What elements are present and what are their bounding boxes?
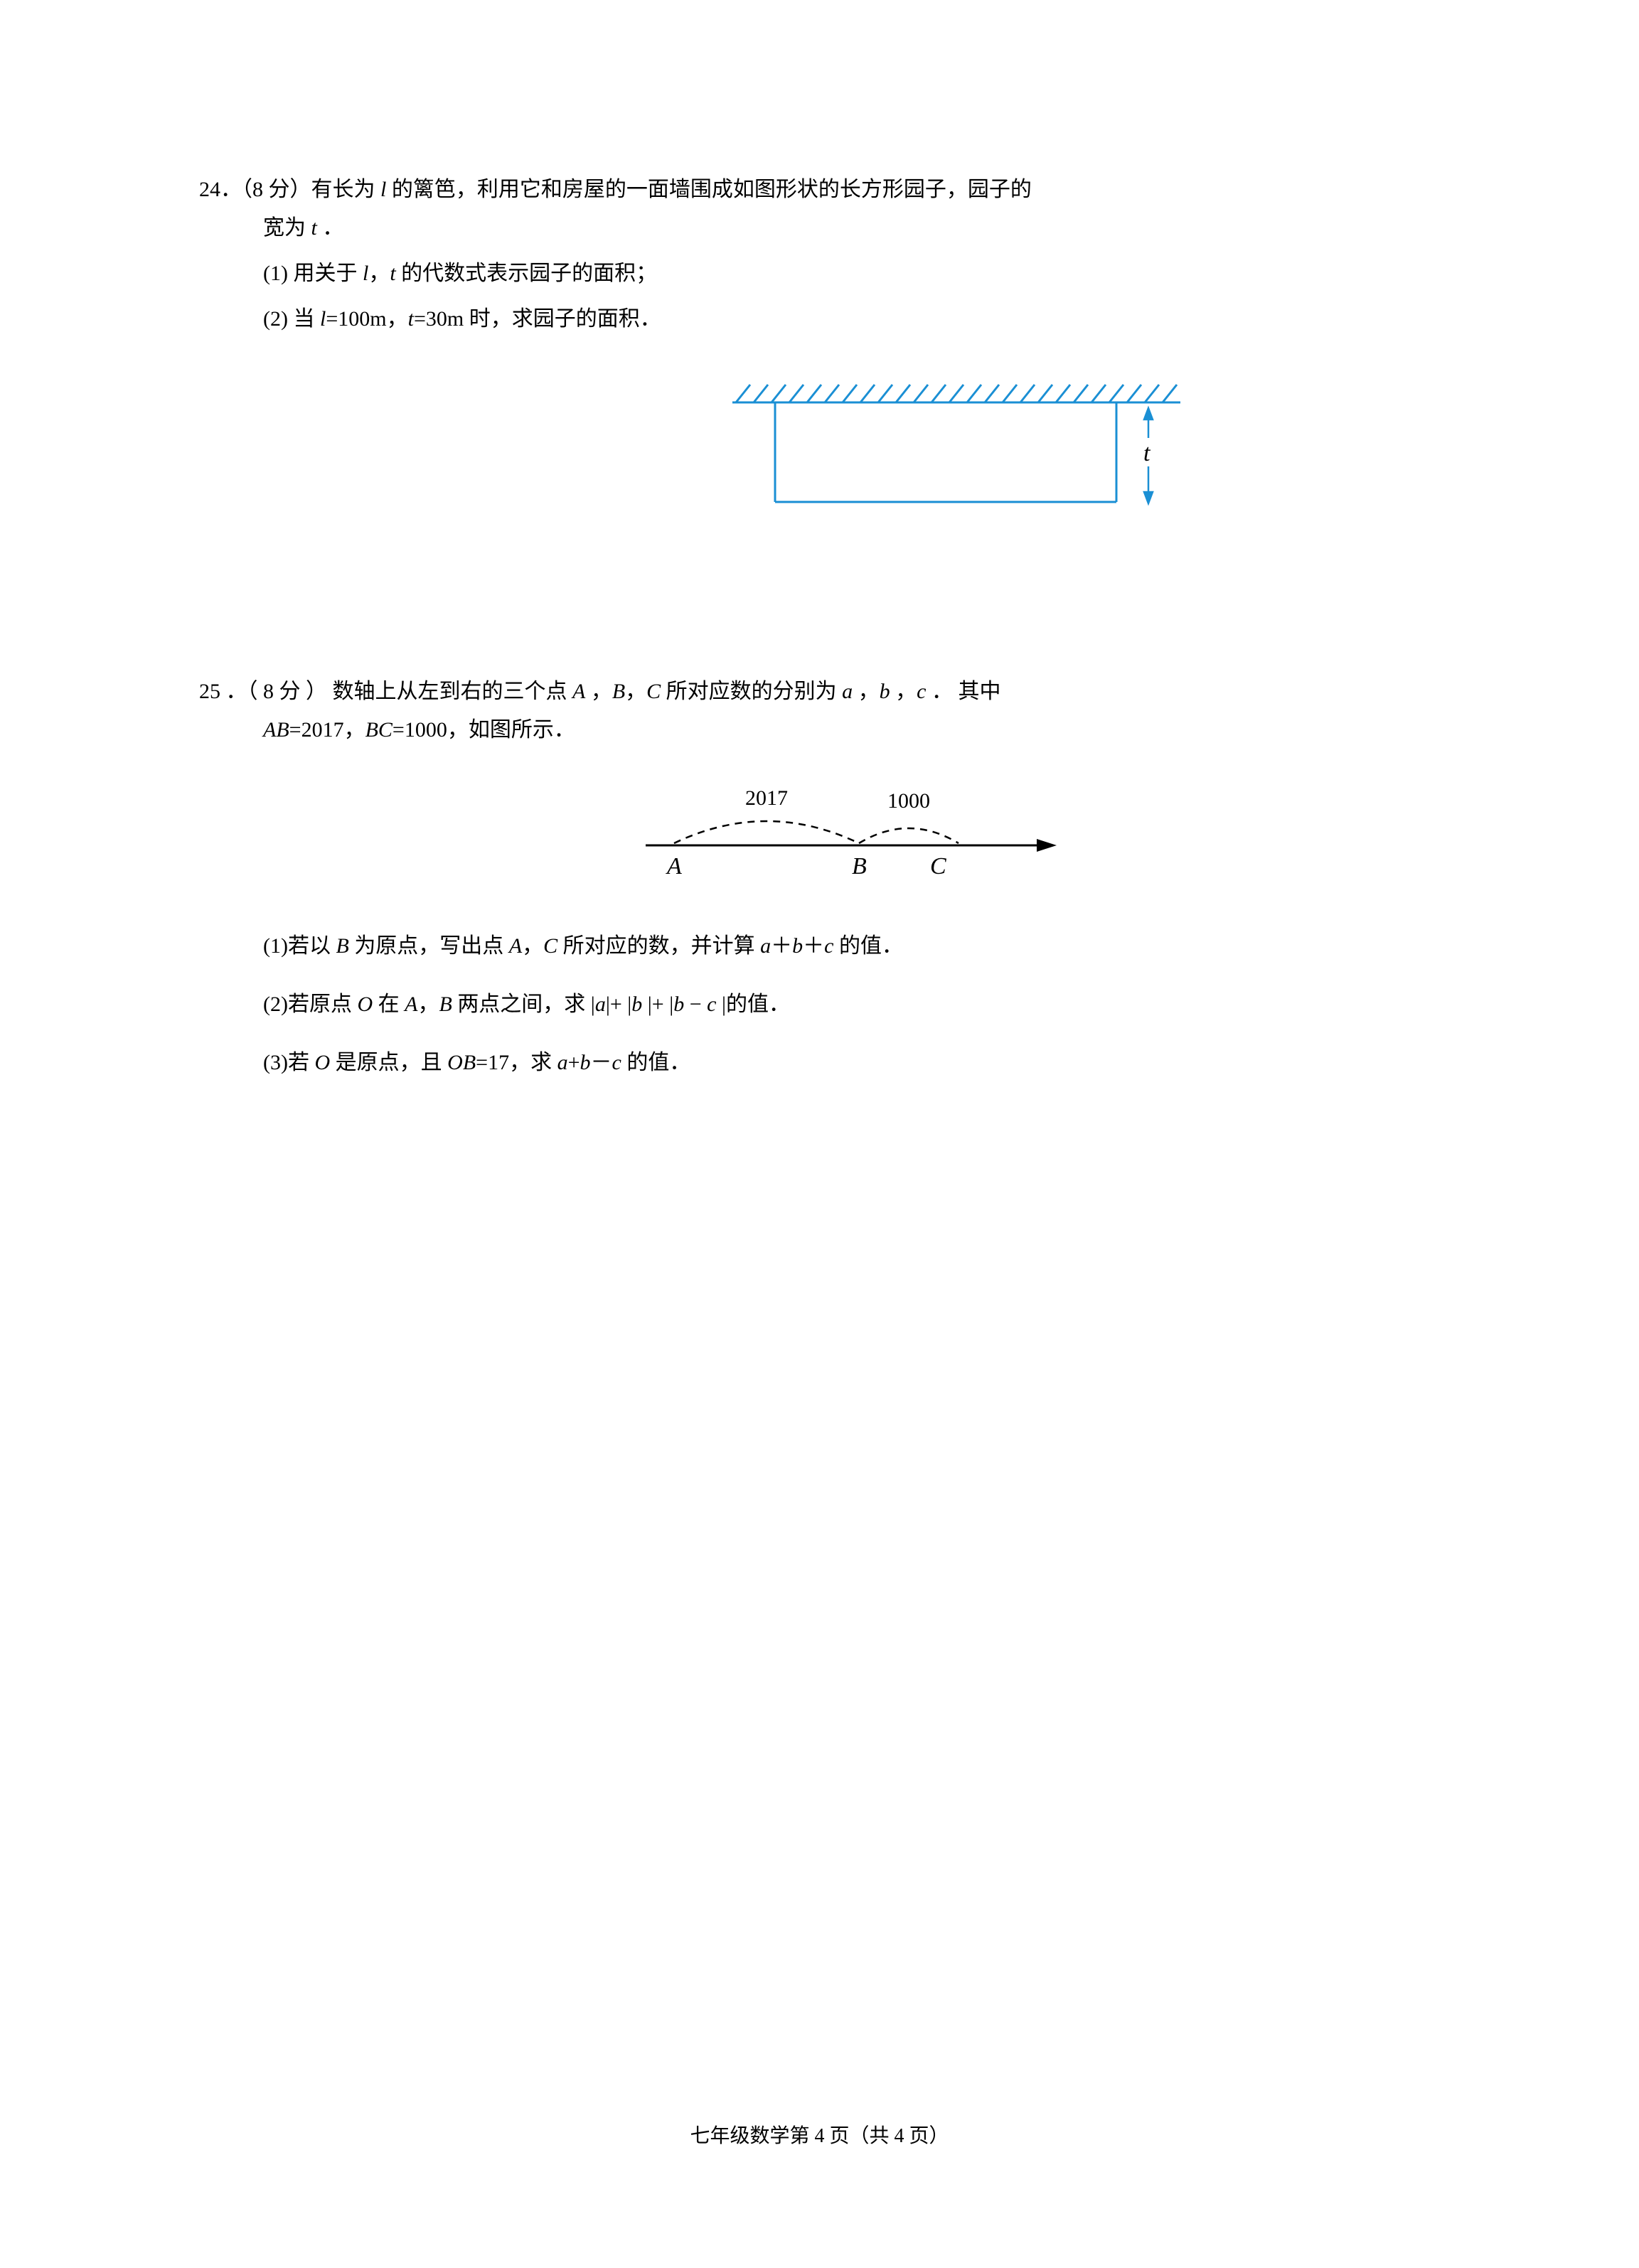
problem-25-q1: (1)若以 B 为原点，写出点 A，C 所对应的数，并计算 a＋b＋c 的值． — [263, 927, 1440, 965]
problem-25-text: 25 ．（ 8 分 ） 数轴上从左到右的三个点 A ，B，C 所对应数的分别为 … — [199, 673, 1001, 711]
problem-25-q3: (3)若 O 是原点，且 OB=17，求 a+b－c 的值． — [263, 1044, 1440, 1082]
problem-24-stem1: 有长为 l 的篱笆，利用它和房屋的一面墙围成如图形状的长方形园子，园子的 — [311, 178, 1032, 201]
problem-25-number: 25 ． — [199, 680, 247, 703]
figure-25: 2017 1000 A B C — [631, 785, 1072, 884]
problem-25-body: AB=2017，BC=1000，如图所示． 2017 1000 A B C (1… — [199, 711, 1440, 1082]
figure-24-svg: t — [732, 381, 1187, 516]
problem-24-stem2: 宽为 t ． — [263, 209, 1440, 247]
problem-24-points: （8 分） — [242, 178, 311, 201]
problem-24-q1: (1) 用关于 l，t 的代数式表示园子的面积； — [263, 255, 1440, 293]
label-2017: 2017 — [745, 786, 788, 810]
garden-rect — [775, 402, 1116, 502]
problem-25-stem2: AB=2017，BC=1000，如图所示． — [263, 711, 1440, 749]
figure-24: t — [732, 381, 1187, 516]
arc-ab — [674, 821, 859, 843]
page-footer: 七年级数学第 4 页（共 4 页） — [0, 2119, 1639, 2154]
figure-25-svg: 2017 1000 A B C — [631, 785, 1072, 884]
label-b: B — [852, 853, 867, 879]
label-a: A — [666, 853, 682, 879]
problem-24: 24．（8 分）有长为 l 的篱笆，利用它和房屋的一面墙围成如图形状的长方形园子… — [199, 171, 1440, 516]
arc-bc — [859, 828, 959, 843]
problem-24-number: 24． — [199, 178, 242, 201]
problem-25-stem1: 数轴上从左到右的三个点 A ，B，C 所对应数的分别为 a ，b ，c ． 其中 — [327, 680, 1001, 703]
wall-hatch — [736, 385, 1177, 402]
problem-25-header: 25 ．（ 8 分 ） 数轴上从左到右的三个点 A ，B，C 所对应数的分别为 … — [199, 673, 1440, 711]
t-label: t — [1143, 440, 1151, 466]
problem-24-q2: (2) 当 l=100m，t=30m 时，求园子的面积． — [263, 300, 1440, 338]
problem-24-header: 24．（8 分）有长为 l 的篱笆，利用它和房屋的一面墙围成如图形状的长方形园子… — [199, 171, 1440, 209]
problem-24-text: 24．（8 分）有长为 l 的篱笆，利用它和房屋的一面墙围成如图形状的长方形园子… — [199, 171, 1032, 209]
problem-25-points: （ 8 分 ） — [247, 680, 328, 703]
problem-25: 25 ．（ 8 分 ） 数轴上从左到右的三个点 A ，B，C 所对应数的分别为 … — [199, 673, 1440, 1082]
problem-24-body: 宽为 t ． (1) 用关于 l，t 的代数式表示园子的面积； (2) 当 l=… — [199, 209, 1440, 338]
label-c: C — [930, 853, 946, 879]
arrow-head-icon — [1037, 839, 1057, 852]
problem-25-q2: (2)若原点 O 在 A，B 两点之间，求 |a|+ |b |+ |b − c … — [263, 985, 1440, 1024]
label-1000: 1000 — [887, 789, 930, 813]
